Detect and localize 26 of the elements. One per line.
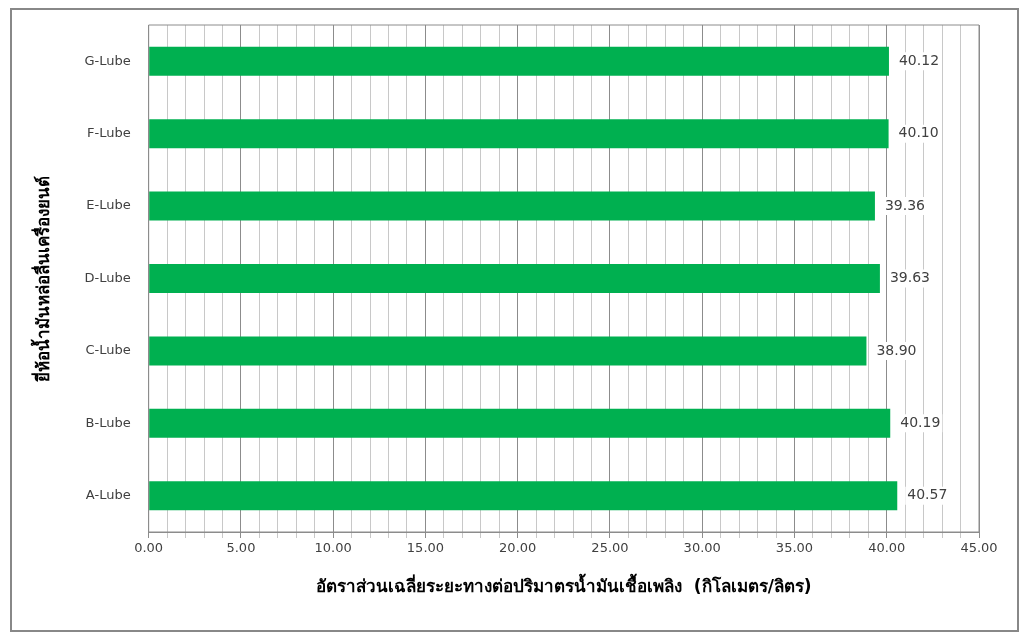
data-label: 39.36 — [884, 196, 926, 213]
x-tick-label: 30.00 — [683, 540, 721, 556]
y-tick-label: E-Lube — [86, 197, 131, 213]
x-tick-label: 0.00 — [134, 540, 164, 556]
x-axis-title: อัตราส่วนเฉลี่ยระยะทางต่อปริมาตรน้ำมันเชื้อเพลิง (กิโลเมตร/ลิตร) — [316, 573, 812, 597]
y-tick-label: C-Lube — [85, 342, 131, 358]
x-tick-label: 35.00 — [775, 540, 814, 556]
x-tick-label: 10.00 — [314, 540, 352, 556]
x-tick-label: 45.00 — [960, 540, 998, 556]
data-label: 40.19 — [900, 414, 941, 430]
x-tick-label: 5.00 — [226, 540, 256, 556]
y-tick-label: D-Lube — [84, 269, 131, 285]
x-tick-label: 20.00 — [499, 540, 537, 556]
data-label: 40.12 — [898, 51, 940, 68]
data-label: 39.63 — [889, 269, 931, 286]
y-tick-label: B-Lube — [85, 414, 131, 430]
y-tick-label: A-Lube — [85, 487, 131, 503]
x-tick-label: 40.00 — [868, 540, 906, 556]
x-tick-label: 15.00 — [406, 540, 445, 556]
y-tick-label: G-Lube — [84, 52, 131, 68]
data-label: 38.90 — [876, 341, 917, 358]
x-tick-label: 25.00 — [591, 540, 629, 556]
y-axis-title: ยี่ห้อน้ำมันหล่อลื่นเครื่องยนต์ — [29, 175, 53, 382]
data-label: 40.57 — [907, 486, 948, 503]
data-label: 40.10 — [898, 124, 939, 141]
y-tick-label: F-Lube — [87, 125, 131, 141]
